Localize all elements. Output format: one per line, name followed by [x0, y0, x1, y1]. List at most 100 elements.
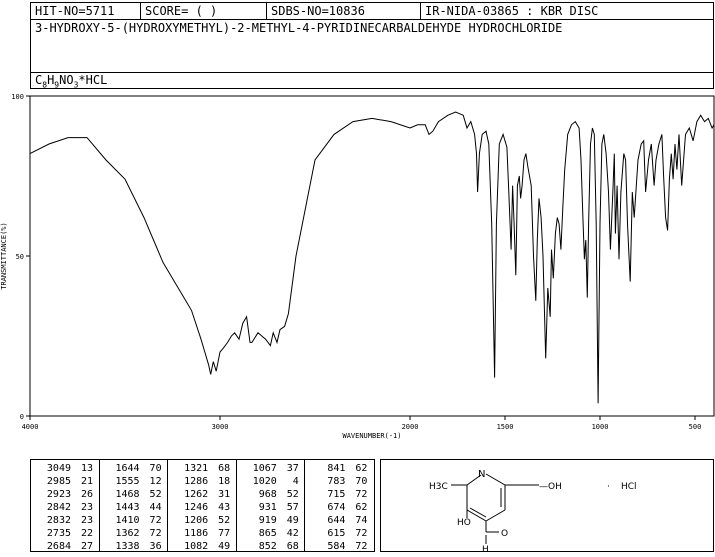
- peak-transmittance: 42: [286, 528, 299, 539]
- peak-wavenumber: 968: [258, 489, 277, 500]
- peak-wavenumber: 1644: [115, 463, 140, 474]
- hydroxymethyl-group: —OH: [539, 482, 562, 492]
- peak-row: 2735 22: [37, 527, 99, 540]
- peak-column: 841 62 783 70 715 72 674 62 644 74 615 72 584 72: [305, 460, 374, 552]
- peak-wavenumber: 2832: [46, 515, 71, 526]
- y-tick-label: 0: [20, 413, 24, 421]
- peak-wavenumber: 783: [327, 476, 346, 487]
- peak-row: 931 57: [243, 501, 305, 514]
- peak-transmittance: 68: [286, 541, 299, 552]
- peak-row: 1410 72: [106, 514, 168, 527]
- peak-row: 1338 36: [106, 540, 168, 553]
- peak-transmittance: 52: [218, 515, 231, 526]
- peak-transmittance: 18: [218, 476, 231, 487]
- x-tick-label: 1500: [497, 423, 514, 431]
- peak-column: 3049 13 2985 21 2923 26 2842 23 2832 23 2735 22 2684…: [31, 460, 100, 553]
- peak-wavenumber: 674: [327, 502, 346, 513]
- peak-transmittance: 77: [218, 528, 231, 539]
- peak-wavenumber: 2842: [46, 502, 71, 513]
- peak-wavenumber: 1468: [115, 489, 140, 500]
- peak-transmittance: 52: [149, 489, 162, 500]
- peak-transmittance: 4: [292, 476, 299, 487]
- peak-transmittance: 70: [149, 463, 162, 474]
- peak-row: 1555 12: [106, 475, 168, 488]
- hit-number: HIT-NO=5711: [31, 3, 141, 19]
- peak-wavenumber: 1555: [115, 476, 140, 487]
- peak-wavenumber: 841: [327, 463, 346, 474]
- peak-transmittance: 27: [80, 541, 93, 552]
- peak-transmittance: 72: [355, 528, 368, 539]
- peak-transmittance: 57: [286, 502, 299, 513]
- spectrum-line: [29, 111, 715, 404]
- peak-wavenumber: 931: [258, 502, 277, 513]
- plot-frame: [29, 95, 715, 417]
- peak-transmittance: 22: [80, 528, 93, 539]
- peak-row: 1644 70: [106, 462, 168, 475]
- peak-wavenumber: 2684: [46, 541, 71, 552]
- peak-wavenumber: 1246: [184, 502, 209, 513]
- salt-dot: ·: [607, 482, 610, 492]
- chemical-structure: N H3C —OH HO O H · HCl: [380, 459, 714, 555]
- peak-row: 1321 68: [174, 462, 236, 475]
- peak-row: 2684 27: [37, 540, 99, 553]
- peak-wavenumber: 1443: [115, 502, 140, 513]
- sdbs-number: SDBS-NO=10836: [267, 3, 421, 19]
- peak-row: 1362 72: [106, 527, 168, 540]
- y-tick-label: 50: [16, 253, 24, 261]
- peak-transmittance: 72: [149, 528, 162, 539]
- peak-transmittance: 70: [355, 476, 368, 487]
- peak-transmittance: 12: [149, 476, 162, 487]
- peak-transmittance: 52: [286, 489, 299, 500]
- peak-wavenumber: 1338: [115, 541, 140, 552]
- peak-row: 1067 37: [243, 462, 305, 475]
- peak-transmittance: 62: [355, 502, 368, 513]
- peak-wavenumber: 644: [327, 515, 346, 526]
- peak-row: 2923 26: [37, 488, 99, 501]
- peak-wavenumber: 865: [258, 528, 277, 539]
- spectrum-header: HIT-NO=5711 SCORE= ( ) SDBS-NO=10836 IR-…: [30, 2, 714, 89]
- x-tick-label: 2000: [402, 423, 419, 431]
- y-axis-label: TRANSMITTANCE(%): [0, 222, 8, 289]
- y-tick-label: 100: [11, 93, 24, 101]
- peak-row: 715 72: [311, 488, 374, 501]
- peak-wavenumber: 1410: [115, 515, 140, 526]
- x-tick-label: 4000: [22, 423, 39, 431]
- peak-transmittance: 49: [286, 515, 299, 526]
- hydrochloride: HCl: [621, 482, 637, 492]
- peak-row: 1206 52: [174, 514, 236, 527]
- peak-row: 644 74: [311, 514, 374, 527]
- ir-spectrum-chart: 0 50 100 4000 3000 2000 1500 1000 500 WAVENUMBE…: [0, 93, 715, 440]
- peak-wavenumber: 2735: [46, 528, 71, 539]
- peak-row: 865 42: [243, 527, 305, 540]
- peak-transmittance: 26: [80, 489, 93, 500]
- peak-row: 1443 44: [106, 501, 168, 514]
- peak-transmittance: 72: [355, 541, 368, 552]
- peak-wavenumber: 1082: [184, 541, 209, 552]
- peak-wavenumber: 3049: [46, 463, 71, 474]
- peak-transmittance: 31: [218, 489, 231, 500]
- peak-transmittance: 49: [218, 541, 231, 552]
- peak-wavenumber: 1262: [184, 489, 209, 500]
- x-axis: 4000 3000 2000 1500 1000 500: [22, 416, 702, 431]
- x-tick-label: 3000: [212, 423, 229, 431]
- peak-row: 968 52: [243, 488, 305, 501]
- peak-wavenumber: 1206: [184, 515, 209, 526]
- peak-wavenumber: 584: [327, 541, 346, 552]
- peak-wavenumber: 1020: [252, 476, 277, 487]
- peak-transmittance: 62: [355, 463, 368, 474]
- peak-row: 1082 49: [174, 540, 236, 553]
- x-tick-label: 500: [689, 423, 702, 431]
- peak-transmittance: 68: [218, 463, 231, 474]
- peak-transmittance: 43: [218, 502, 231, 513]
- peak-row: 783 70: [311, 475, 374, 488]
- peak-wavenumber: 1286: [184, 476, 209, 487]
- peak-wavenumber: 1186: [184, 528, 209, 539]
- molecular-formula: C8H9NO3*HCL: [35, 73, 108, 90]
- peak-row: 674 62: [311, 501, 374, 514]
- peak-wavenumber: 1067: [252, 463, 277, 474]
- compound-name: 3-HYDROXY-5-(HYDROXYMETHYL)-2-METHYL-4-P…: [31, 20, 713, 73]
- peak-row: 3049 13: [37, 462, 99, 475]
- peak-transmittance: 23: [80, 502, 93, 513]
- peak-row: 1468 52: [106, 488, 168, 501]
- aldehyde-hydrogen: H: [482, 545, 489, 553]
